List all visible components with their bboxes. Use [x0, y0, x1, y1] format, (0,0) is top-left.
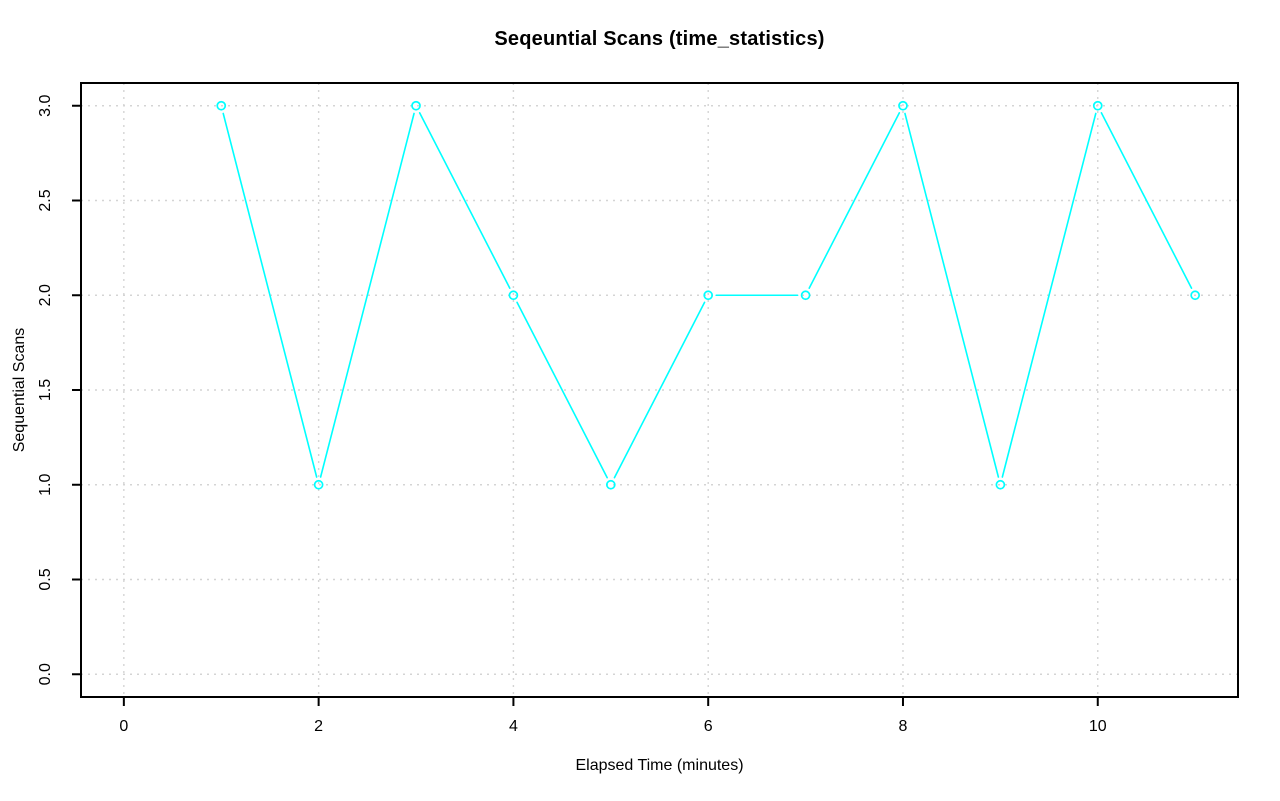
x-tick-label: 10 [1089, 718, 1107, 735]
data-point-marker [216, 100, 227, 111]
y-tick-label: 1.5 [37, 379, 54, 401]
series-line-segment [319, 112, 415, 478]
data-point-marker [508, 290, 519, 301]
series-line-segment [222, 112, 318, 478]
data-point-marker [313, 479, 324, 490]
series-line-segment [904, 112, 1000, 478]
data-point-marker [411, 100, 421, 111]
y-tick-label: 1.0 [37, 474, 54, 496]
y-tick-label: 0.5 [37, 568, 54, 590]
data-point-marker [703, 290, 714, 301]
series-line-segment [808, 112, 901, 289]
y-tick-label: 2.0 [37, 284, 54, 306]
x-tick-label: 4 [509, 718, 518, 735]
y-axis-label: Sequential Scans [11, 327, 28, 453]
series-line-segment [613, 301, 706, 479]
y-tick-label: 3.0 [37, 95, 54, 117]
y-tick-label: 2.5 [37, 189, 54, 211]
data-point-marker [800, 290, 811, 301]
x-tick-label: 2 [314, 718, 323, 735]
data-point-marker [1190, 290, 1200, 301]
series-line-segment [516, 301, 608, 479]
x-tick-label: 8 [899, 718, 908, 735]
data-point-marker [995, 479, 1006, 490]
series-line-segment [418, 112, 511, 289]
data-point-marker [898, 100, 908, 111]
series-line-segment [1100, 112, 1193, 289]
x-tick-label: 0 [119, 718, 128, 735]
chart-title: Seqeuntial Scans (time_statistics) [494, 28, 825, 50]
plot-border [80, 82, 1239, 698]
x-tick-label: 6 [704, 718, 713, 735]
series-line-segment [1001, 112, 1097, 478]
data-point-marker [1092, 100, 1103, 111]
x-axis-label: Elapsed Time (minutes) [575, 757, 744, 774]
data-point-marker [605, 479, 616, 490]
y-tick-label: 0.0 [37, 663, 54, 685]
